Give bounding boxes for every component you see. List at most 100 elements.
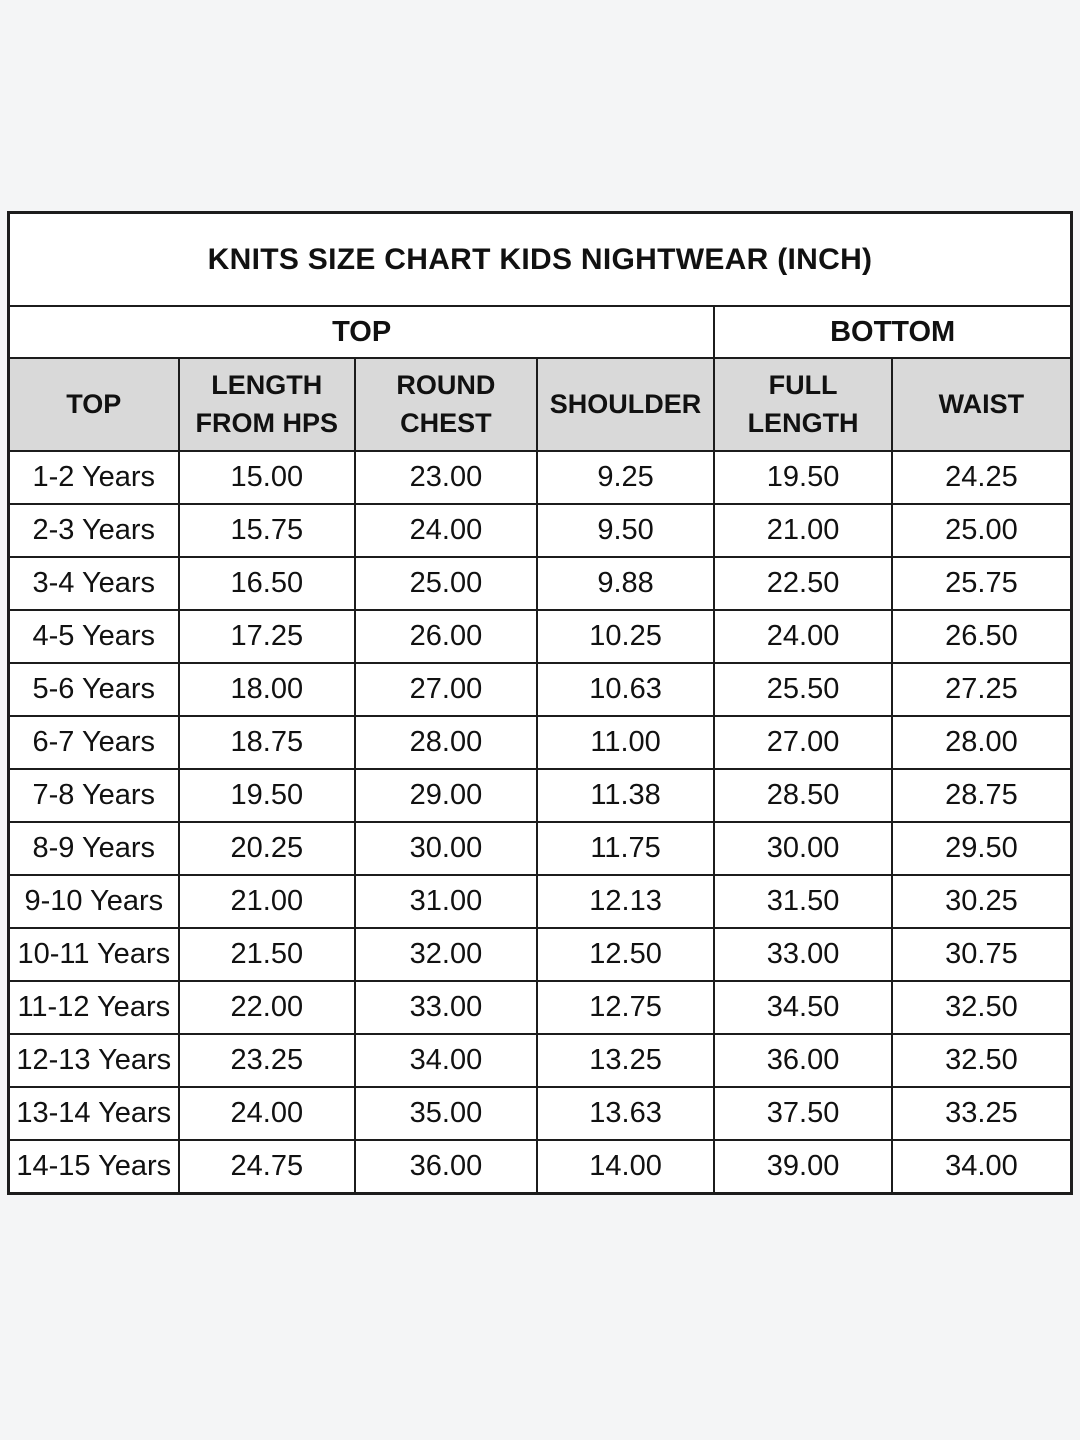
table-title: KNITS SIZE CHART KIDS NIGHTWEAR (INCH)	[7, 211, 1073, 307]
table-cell: 18.75	[177, 715, 357, 770]
table-cell: 23.00	[354, 450, 538, 505]
table-cell: 25.00	[354, 556, 538, 611]
table-cell: 32.00	[354, 927, 538, 982]
table-row: 7-8 Years 19.50 29.00 11.38 28.50 28.75	[7, 768, 1073, 823]
table-cell: 27.00	[354, 662, 538, 717]
table-cell: 9.25	[535, 450, 716, 505]
table-row: 4-5 Years 17.25 26.00 10.25 24.00 26.50	[7, 609, 1073, 664]
table-cell: 30.00	[354, 821, 538, 876]
table-cell: 29.00	[354, 768, 538, 823]
table-cell: 30.75	[890, 927, 1073, 982]
table-cell: 10.25	[535, 609, 716, 664]
table-cell: 14.00	[535, 1139, 716, 1194]
column-header-shoulder: SHOULDER	[535, 357, 716, 452]
table-cell: 24.00	[354, 503, 538, 558]
group-header-row: TOP BOTTOM	[7, 305, 1073, 359]
table-cell: 11.00	[535, 715, 716, 770]
row-size-label: 4-5 Years	[7, 609, 180, 664]
table-cell: 12.13	[535, 874, 716, 929]
table-cell: 24.75	[177, 1139, 357, 1194]
table-cell: 22.00	[177, 980, 357, 1035]
column-header-row: TOP LENGTH FROM HPS ROUND CHEST SHOULDER FUL…	[7, 357, 1073, 452]
table-cell: 37.50	[713, 1086, 893, 1141]
table-cell: 34.00	[890, 1139, 1073, 1194]
row-size-label: 3-4 Years	[7, 556, 180, 611]
table-cell: 15.00	[177, 450, 357, 505]
table-row: 5-6 Years 18.00 27.00 10.63 25.50 27.25	[7, 662, 1073, 717]
table-cell: 36.00	[354, 1139, 538, 1194]
table-cell: 15.75	[177, 503, 357, 558]
table-cell: 33.00	[354, 980, 538, 1035]
table-cell: 35.00	[354, 1086, 538, 1141]
table-cell: 24.25	[890, 450, 1073, 505]
table-row: 8-9 Years 20.25 30.00 11.75 30.00 29.50	[7, 821, 1073, 876]
table-cell: 26.50	[890, 609, 1073, 664]
table-row: 3-4 Years 16.50 25.00 9.88 22.50 25.75	[7, 556, 1073, 611]
table-row: 1-2 Years 15.00 23.00 9.25 19.50 24.25	[7, 450, 1073, 505]
table-cell: 10.63	[535, 662, 716, 717]
table-cell: 27.00	[713, 715, 893, 770]
table-cell: 19.50	[713, 450, 893, 505]
table-row: 11-12 Years 22.00 33.00 12.75 34.50 32.50	[7, 980, 1073, 1035]
table-cell: 30.25	[890, 874, 1073, 929]
table-cell: 39.00	[713, 1139, 893, 1194]
table-cell: 25.75	[890, 556, 1073, 611]
table-cell: 29.50	[890, 821, 1073, 876]
table-title-row: KNITS SIZE CHART KIDS NIGHTWEAR (INCH)	[7, 211, 1073, 307]
table-row: 2-3 Years 15.75 24.00 9.50 21.00 25.00	[7, 503, 1073, 558]
table-cell: 13.63	[535, 1086, 716, 1141]
column-header-round-chest: ROUND CHEST	[354, 357, 538, 452]
table-cell: 31.50	[713, 874, 893, 929]
table-cell: 24.00	[713, 609, 893, 664]
row-size-label: 11-12 Years	[7, 980, 180, 1035]
table-cell: 28.75	[890, 768, 1073, 823]
column-header-length-from-hps: LENGTH FROM HPS	[177, 357, 357, 452]
table-cell: 20.25	[177, 821, 357, 876]
table-cell: 33.25	[890, 1086, 1073, 1141]
table-cell: 30.00	[713, 821, 893, 876]
row-size-label: 6-7 Years	[7, 715, 180, 770]
row-size-label: 7-8 Years	[7, 768, 180, 823]
table-cell: 33.00	[713, 927, 893, 982]
table-cell: 16.50	[177, 556, 357, 611]
table-cell: 25.00	[890, 503, 1073, 558]
table-cell: 11.38	[535, 768, 716, 823]
table-row: 12-13 Years 23.25 34.00 13.25 36.00 32.50	[7, 1033, 1073, 1088]
column-header-full-length: FULL LENGTH	[713, 357, 893, 452]
row-size-label: 9-10 Years	[7, 874, 180, 929]
table-cell: 13.25	[535, 1033, 716, 1088]
column-header-top: TOP	[7, 357, 180, 452]
table-cell: 26.00	[354, 609, 538, 664]
size-chart-table: KNITS SIZE CHART KIDS NIGHTWEAR (INCH) T…	[7, 211, 1073, 1195]
table-row: 9-10 Years 21.00 31.00 12.13 31.50 30.25	[7, 874, 1073, 929]
table-cell: 28.00	[890, 715, 1073, 770]
table-cell: 28.00	[354, 715, 538, 770]
table-row: 10-11 Years 21.50 32.00 12.50 33.00 30.75	[7, 927, 1073, 982]
table-cell: 12.50	[535, 927, 716, 982]
group-header-bottom: BOTTOM	[713, 305, 1073, 359]
table-cell: 17.25	[177, 609, 357, 664]
row-size-label: 13-14 Years	[7, 1086, 180, 1141]
size-chart-container: KNITS SIZE CHART KIDS NIGHTWEAR (INCH) T…	[7, 211, 1073, 1195]
table-row: 14-15 Years 24.75 36.00 14.00 39.00 34.00	[7, 1139, 1073, 1194]
group-header-top: TOP	[7, 305, 716, 359]
table-body: 1-2 Years 15.00 23.00 9.25 19.50 24.25 2-3 Yea…	[7, 450, 1073, 1194]
table-cell: 34.50	[713, 980, 893, 1035]
table-cell: 9.50	[535, 503, 716, 558]
table-cell: 25.50	[713, 662, 893, 717]
table-cell: 21.00	[177, 874, 357, 929]
row-size-label: 2-3 Years	[7, 503, 180, 558]
row-size-label: 10-11 Years	[7, 927, 180, 982]
table-row: 13-14 Years 24.00 35.00 13.63 37.50 33.25	[7, 1086, 1073, 1141]
table-cell: 21.50	[177, 927, 357, 982]
table-cell: 32.50	[890, 980, 1073, 1035]
table-cell: 32.50	[890, 1033, 1073, 1088]
table-cell: 18.00	[177, 662, 357, 717]
column-header-waist: WAIST	[890, 357, 1073, 452]
table-row: 6-7 Years 18.75 28.00 11.00 27.00 28.00	[7, 715, 1073, 770]
row-size-label: 5-6 Years	[7, 662, 180, 717]
row-size-label: 14-15 Years	[7, 1139, 180, 1194]
row-size-label: 8-9 Years	[7, 821, 180, 876]
table-cell: 34.00	[354, 1033, 538, 1088]
